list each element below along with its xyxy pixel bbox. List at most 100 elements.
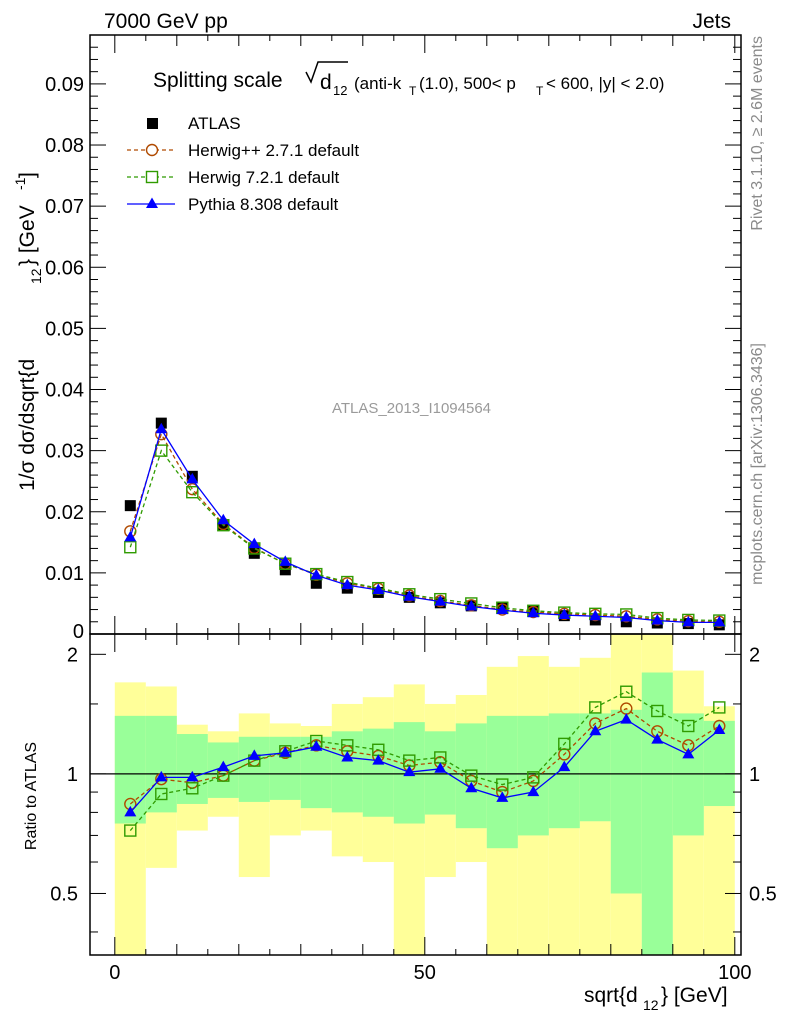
main-pythia-8-308-default-point	[713, 615, 726, 627]
x-tick-label: 50	[414, 962, 436, 984]
title-suffix-a: (anti-k	[354, 74, 402, 93]
band-inner-bin	[176, 734, 208, 804]
main-y-tick-label: 0.07	[45, 196, 84, 218]
main-y-tick-label: 0.06	[45, 257, 84, 279]
ratio-pythia-8-308-default-point	[124, 805, 137, 817]
ratio-y-tick-label-left: 1	[67, 764, 78, 786]
legend-entry-atlas: ATLAS	[147, 114, 241, 133]
band-inner-bin	[703, 720, 735, 807]
title-suffix-c: < 600, |y| < 2.0)	[546, 74, 664, 93]
legend-label-herwigpp: Herwig++ 2.7.1 default	[188, 141, 359, 160]
ratio-pythia-8-308-default-point	[186, 770, 199, 782]
band-inner-bin	[114, 715, 146, 824]
main-pythia-8-308-default-point	[434, 595, 447, 606]
watermark-label: ATLAS_2013_I1094564	[332, 400, 491, 417]
ratio-pythia-8-308-default-point	[341, 750, 354, 762]
main-pythia-8-308-default-point	[341, 578, 354, 590]
main-atlas-point	[310, 577, 322, 589]
legend-label-atlas: ATLAS	[188, 114, 241, 133]
ratio-pythia-8-308-default-line	[129, 718, 720, 813]
title-suffix-b: (1.0), 500< p	[419, 74, 516, 93]
legend-marker-herwig7	[145, 170, 159, 184]
ratio-pythia-8-308-default-point	[589, 724, 602, 736]
band-inner-bin	[238, 736, 270, 802]
main-pythia-8-308-default-point	[279, 555, 292, 566]
main-ylabel-sup: -1	[12, 177, 28, 190]
ratio-y-tick-label-left: 2	[67, 644, 78, 666]
legend-marker-atlas	[147, 118, 158, 129]
main-herwig-7-2-1-default-point	[124, 541, 137, 554]
band-inner-bin	[424, 731, 456, 815]
ratio-herwig-7-2-1-default-point	[186, 782, 199, 795]
main-pythia-8-308-default-point	[527, 606, 540, 618]
x-tick-label: 100	[718, 962, 751, 984]
chart-legend: ATLAS Herwig++ 2.7.1 default Herwig 7.2.…	[127, 114, 359, 214]
main-ylabel-a: 1/σ dσ/dsqrt{d	[16, 359, 39, 491]
main-herwig-7-2-1-default-point	[186, 485, 199, 499]
title-suffix-a-sub: T	[409, 84, 417, 98]
ratio-herwig-7-2-1-default-point	[651, 704, 664, 718]
main-pythia-8-308-default-point	[372, 583, 385, 594]
ratio-herwig-7-2-1-default-point	[589, 701, 602, 714]
band-inner-bin	[641, 672, 673, 955]
main-y-tick-label: 0.01	[45, 563, 84, 585]
title-suffix-b-sub: T	[536, 84, 544, 98]
xlabel-a: sqrt{d	[584, 984, 638, 1007]
main-y-zero-label: 0	[73, 621, 84, 643]
ratio-pythia-8-308-default-point	[434, 762, 447, 773]
main-pythia-8-308-default-point	[310, 568, 323, 580]
title-radical-sub: 12	[333, 83, 347, 98]
xlabel-sub: 12	[643, 997, 659, 1013]
main-pythia-8-308-default-point	[496, 603, 509, 615]
legend-entry-herwigpp: Herwig++ 2.7.1 default	[127, 141, 359, 160]
legend-entry-herwig7: Herwig 7.2.1 default	[127, 168, 339, 187]
main-y-tick-label: 0.03	[45, 441, 84, 463]
main-ylabel-b: } [GeV	[16, 205, 39, 266]
ratio-pythia-8-308-default-point	[651, 733, 664, 744]
ratio-pythia-8-308-default-point	[155, 770, 168, 782]
ratio-pythia-8-308-default-point	[496, 791, 509, 802]
ratio-pythia-8-308-default-point	[248, 749, 261, 760]
legend-marker-pythia	[146, 197, 158, 208]
x-tick-label: 0	[109, 962, 120, 984]
main-pythia-8-308-default-point	[682, 615, 695, 627]
ratio-pythia-8-308-default-point	[682, 747, 695, 759]
main-pythia-8-308-default-point	[217, 513, 230, 525]
ratio-herwig-7-2-1-default-point	[124, 824, 137, 837]
main-y-axis-label: 1/σ dσ/dsqrt{d 12 } [GeV -1 ]	[12, 172, 44, 491]
ratio-herwig-7-2-1-default-point	[341, 739, 354, 752]
main-pythia-8-308-default-point	[558, 608, 571, 620]
band-inner-bin	[610, 709, 642, 894]
ratio-y-tick-label-right: 2	[749, 644, 760, 666]
main-herwig-7-2-1-default-line	[129, 449, 720, 622]
main-ylabel-c: ]	[16, 172, 39, 178]
ratio-herwig-7-2-1-default-point	[465, 769, 478, 782]
main-ylabel-sub: 12	[28, 268, 44, 284]
ratio-pythia-8-308-default-point	[527, 785, 540, 797]
legend-entry-pythia: Pythia 8.308 default	[127, 195, 339, 214]
main-y-tick-label: 0.05	[45, 318, 84, 340]
main-pythia-8-308-default-point	[248, 537, 261, 549]
mcplots-reference-label: mcplots.cern.ch [arXiv:1306.3436]	[749, 343, 766, 585]
main-y-tick-label: 0.04	[45, 380, 84, 402]
main-y-tick-label: 0.09	[45, 74, 84, 96]
main-pythia-8-308-default-point	[155, 422, 168, 434]
main-y-tick-label: 0.08	[45, 135, 84, 157]
title-radical-sign	[305, 61, 348, 84]
band-inner-bin	[486, 715, 518, 849]
main-pythia-8-308-default-point	[186, 472, 199, 484]
main-pythia-8-308-default-point	[589, 609, 602, 621]
chart-ticks: 0.01 0.02 0.03 0.04 0.05 0.06 0.07 0.08 0.09 0 0 50…	[45, 35, 777, 984]
ratio-y-tick-label-right: 0.5	[749, 883, 777, 905]
main-herwig-7-2-1-default-point	[310, 567, 323, 581]
chart-axes	[89, 34, 742, 956]
main-pythia-8-308-default-point	[403, 590, 416, 601]
main-pythia-8-308-default-point	[620, 610, 633, 622]
ratio-pythia-8-308-default-point	[558, 760, 571, 772]
ratio-herwig-7-2-1-default-point	[713, 701, 726, 714]
x-axis-label: sqrt{d 12 } [GeV]	[584, 984, 728, 1013]
ratio-herwig-7-2-1-default-point	[682, 719, 695, 733]
ratio-y-tick-label-left: 0.5	[50, 883, 78, 905]
legend-marker-herwigpp	[145, 143, 159, 157]
